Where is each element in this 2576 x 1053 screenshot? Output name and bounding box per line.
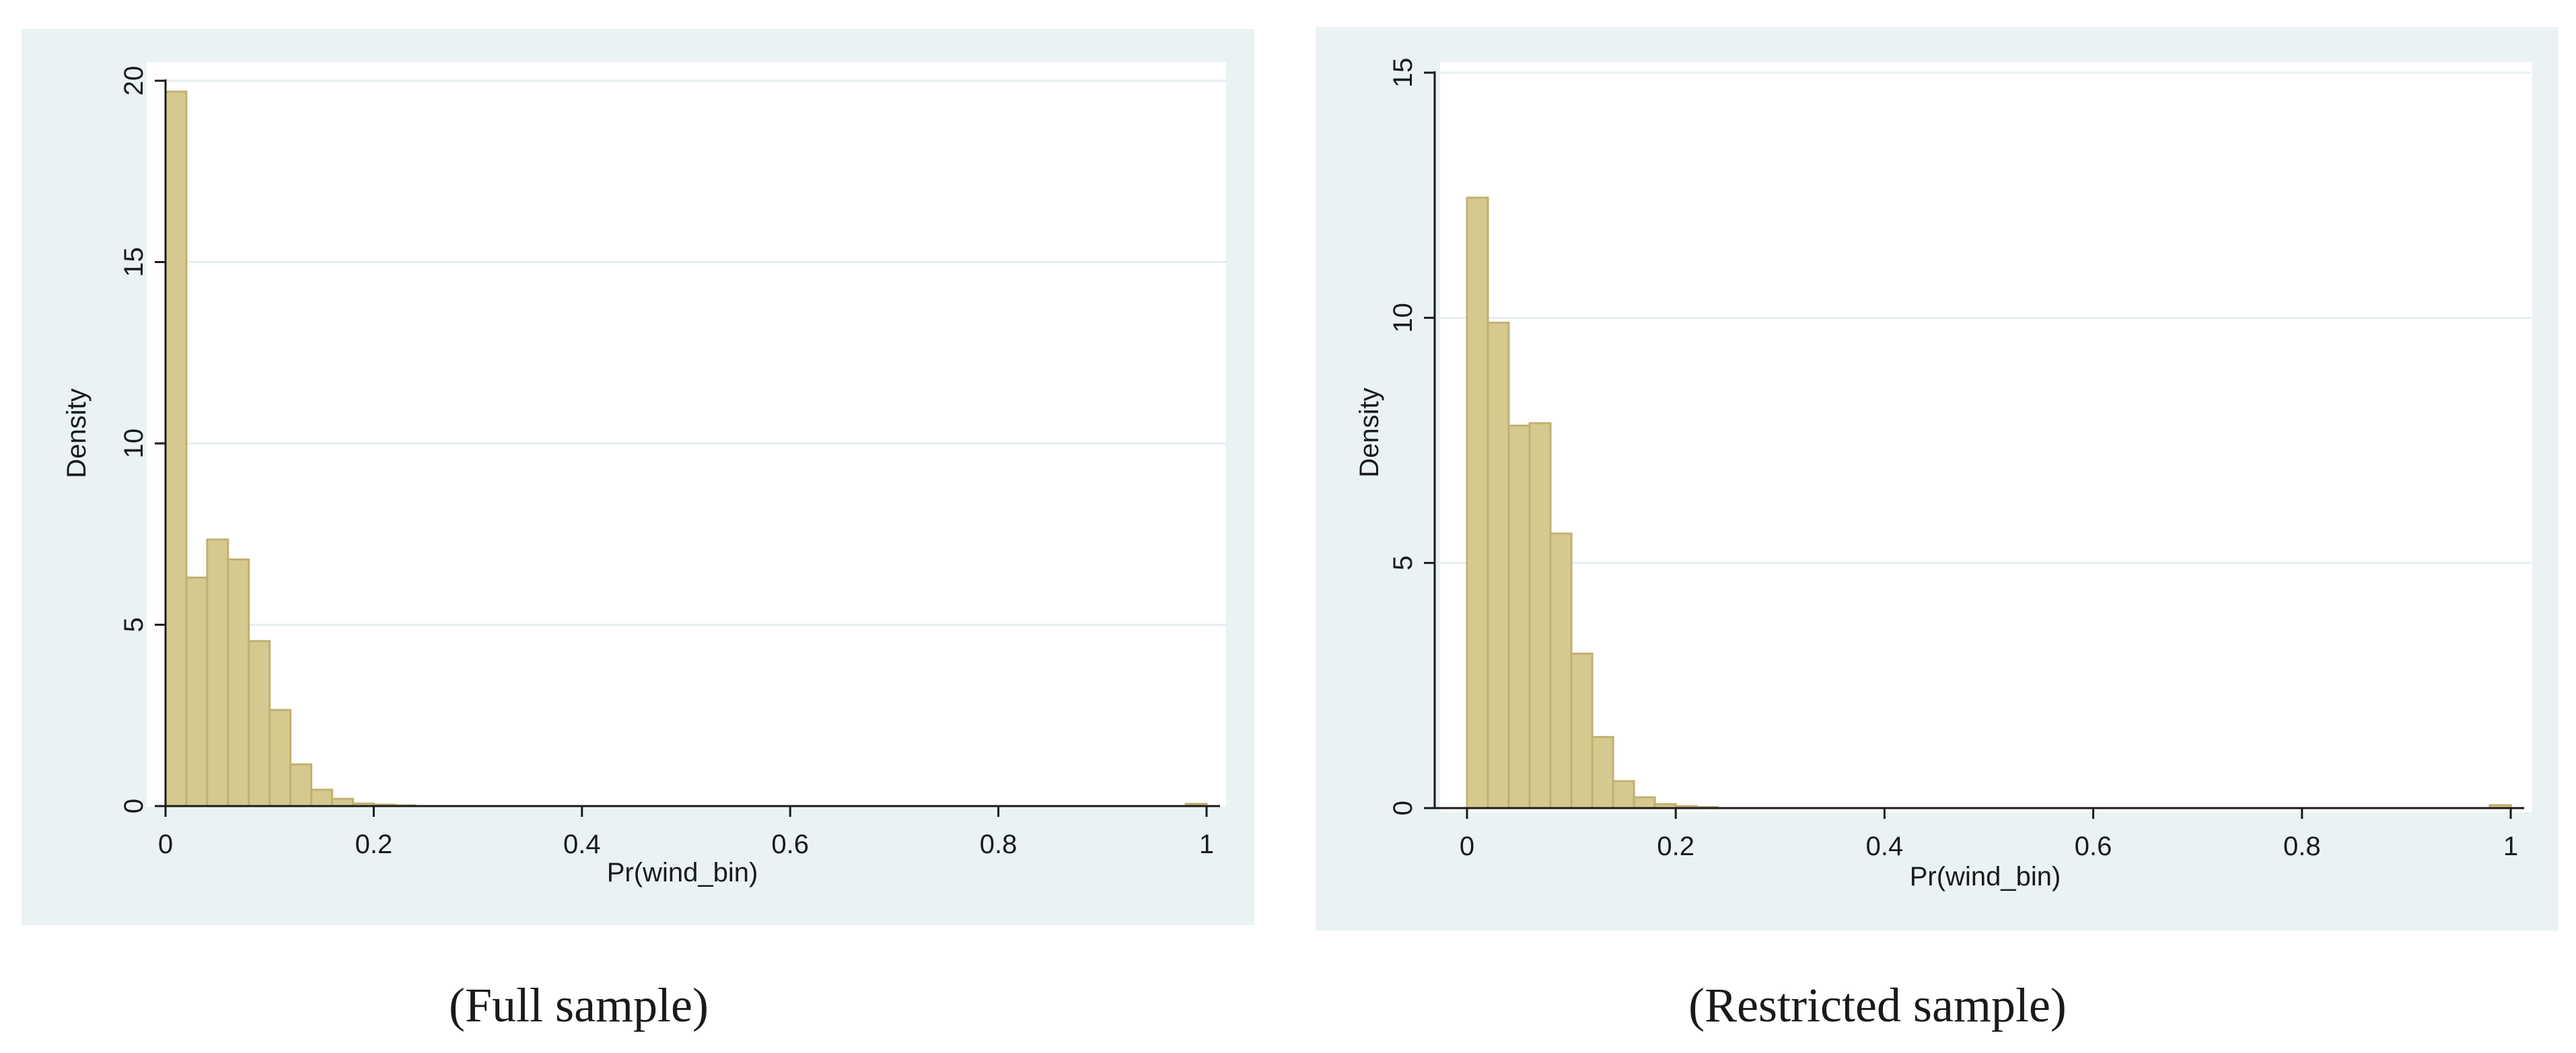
histogram-bar <box>164 90 188 807</box>
gridlines <box>1435 71 2531 565</box>
x-tick-labels: 0 0.2 0.4 0.6 0.8 1 <box>158 830 1214 859</box>
histogram-bar <box>1633 796 1656 809</box>
histogram-bar <box>331 797 354 807</box>
histogram-bar <box>227 558 250 807</box>
x-tick-labels: 0 0.2 0.4 0.6 0.8 1 <box>1460 832 2518 861</box>
histogram-bar <box>1612 780 1635 809</box>
x-tick-label: 0.2 <box>355 830 393 859</box>
x-tick-label: 0.6 <box>771 830 809 859</box>
axes <box>155 79 1220 817</box>
y-tick-label: 15 <box>1388 58 1418 88</box>
x-tick-label: 1 <box>2503 832 2518 861</box>
histogram-bar <box>1487 322 1510 809</box>
histogram-bar <box>289 763 313 807</box>
y-tick-label: 5 <box>119 617 149 632</box>
x-tick-label: 0 <box>1460 832 1474 861</box>
histogram-panel-full-sample: 0 5 10 15 20 0 0.2 0.4 0.6 0.8 1 Density Pr(wind_… <box>22 29 1254 1032</box>
x-tick-label: 0.2 <box>1657 832 1694 861</box>
plot-area <box>1440 62 2532 812</box>
panel-caption: (Full sample) <box>449 978 709 1032</box>
y-tick-label: 0 <box>1388 801 1418 815</box>
x-tick-label: 0.4 <box>563 830 601 859</box>
x-tick-label: 0.8 <box>980 830 1017 859</box>
gridlines <box>166 79 1227 626</box>
histogram-bar <box>1591 735 1614 809</box>
histogram-bar <box>1528 422 1552 809</box>
histogram-panel-restricted-sample: 0 5 10 15 0 0.2 0.4 0.6 0.8 1 Density Pr(wind_bi… <box>1316 27 2559 1032</box>
histogram-bar <box>1507 425 1531 809</box>
histogram-bar <box>1570 652 1594 809</box>
x-axis-label: Pr(wind_bin) <box>607 858 758 887</box>
y-axis-label: Density <box>62 388 92 478</box>
histogram-bar <box>1549 532 1573 809</box>
y-tick-label: 10 <box>119 429 149 459</box>
axes <box>1424 71 2524 819</box>
y-axis-label: Density <box>1355 388 1384 477</box>
x-tick-label: 1 <box>1199 830 1214 859</box>
histogram-bar <box>269 709 292 807</box>
y-tick-label: 20 <box>119 66 149 96</box>
y-tick-labels: 0 5 10 15 <box>1388 58 1418 815</box>
x-tick-label: 0.6 <box>2075 832 2112 861</box>
histogram-bar <box>185 576 209 807</box>
histogram-bar <box>248 640 271 807</box>
y-tick-label: 10 <box>1388 303 1418 333</box>
y-tick-label: 15 <box>119 247 149 277</box>
panel-caption: (Restricted sample) <box>1688 978 2067 1032</box>
x-tick-label: 0 <box>158 830 173 859</box>
histogram-bar <box>206 538 229 807</box>
y-tick-label: 5 <box>1388 556 1418 571</box>
histogram-bar <box>1466 196 1489 809</box>
x-tick-label: 0.4 <box>1866 832 1904 861</box>
y-tick-labels: 0 5 10 15 20 <box>119 66 149 813</box>
plot-area <box>147 62 1226 807</box>
histogram-bar <box>310 789 334 807</box>
y-tick-label: 0 <box>119 799 149 813</box>
x-tick-label: 0.8 <box>2283 832 2321 861</box>
x-axis-label: Pr(wind_bin) <box>1910 862 2061 892</box>
